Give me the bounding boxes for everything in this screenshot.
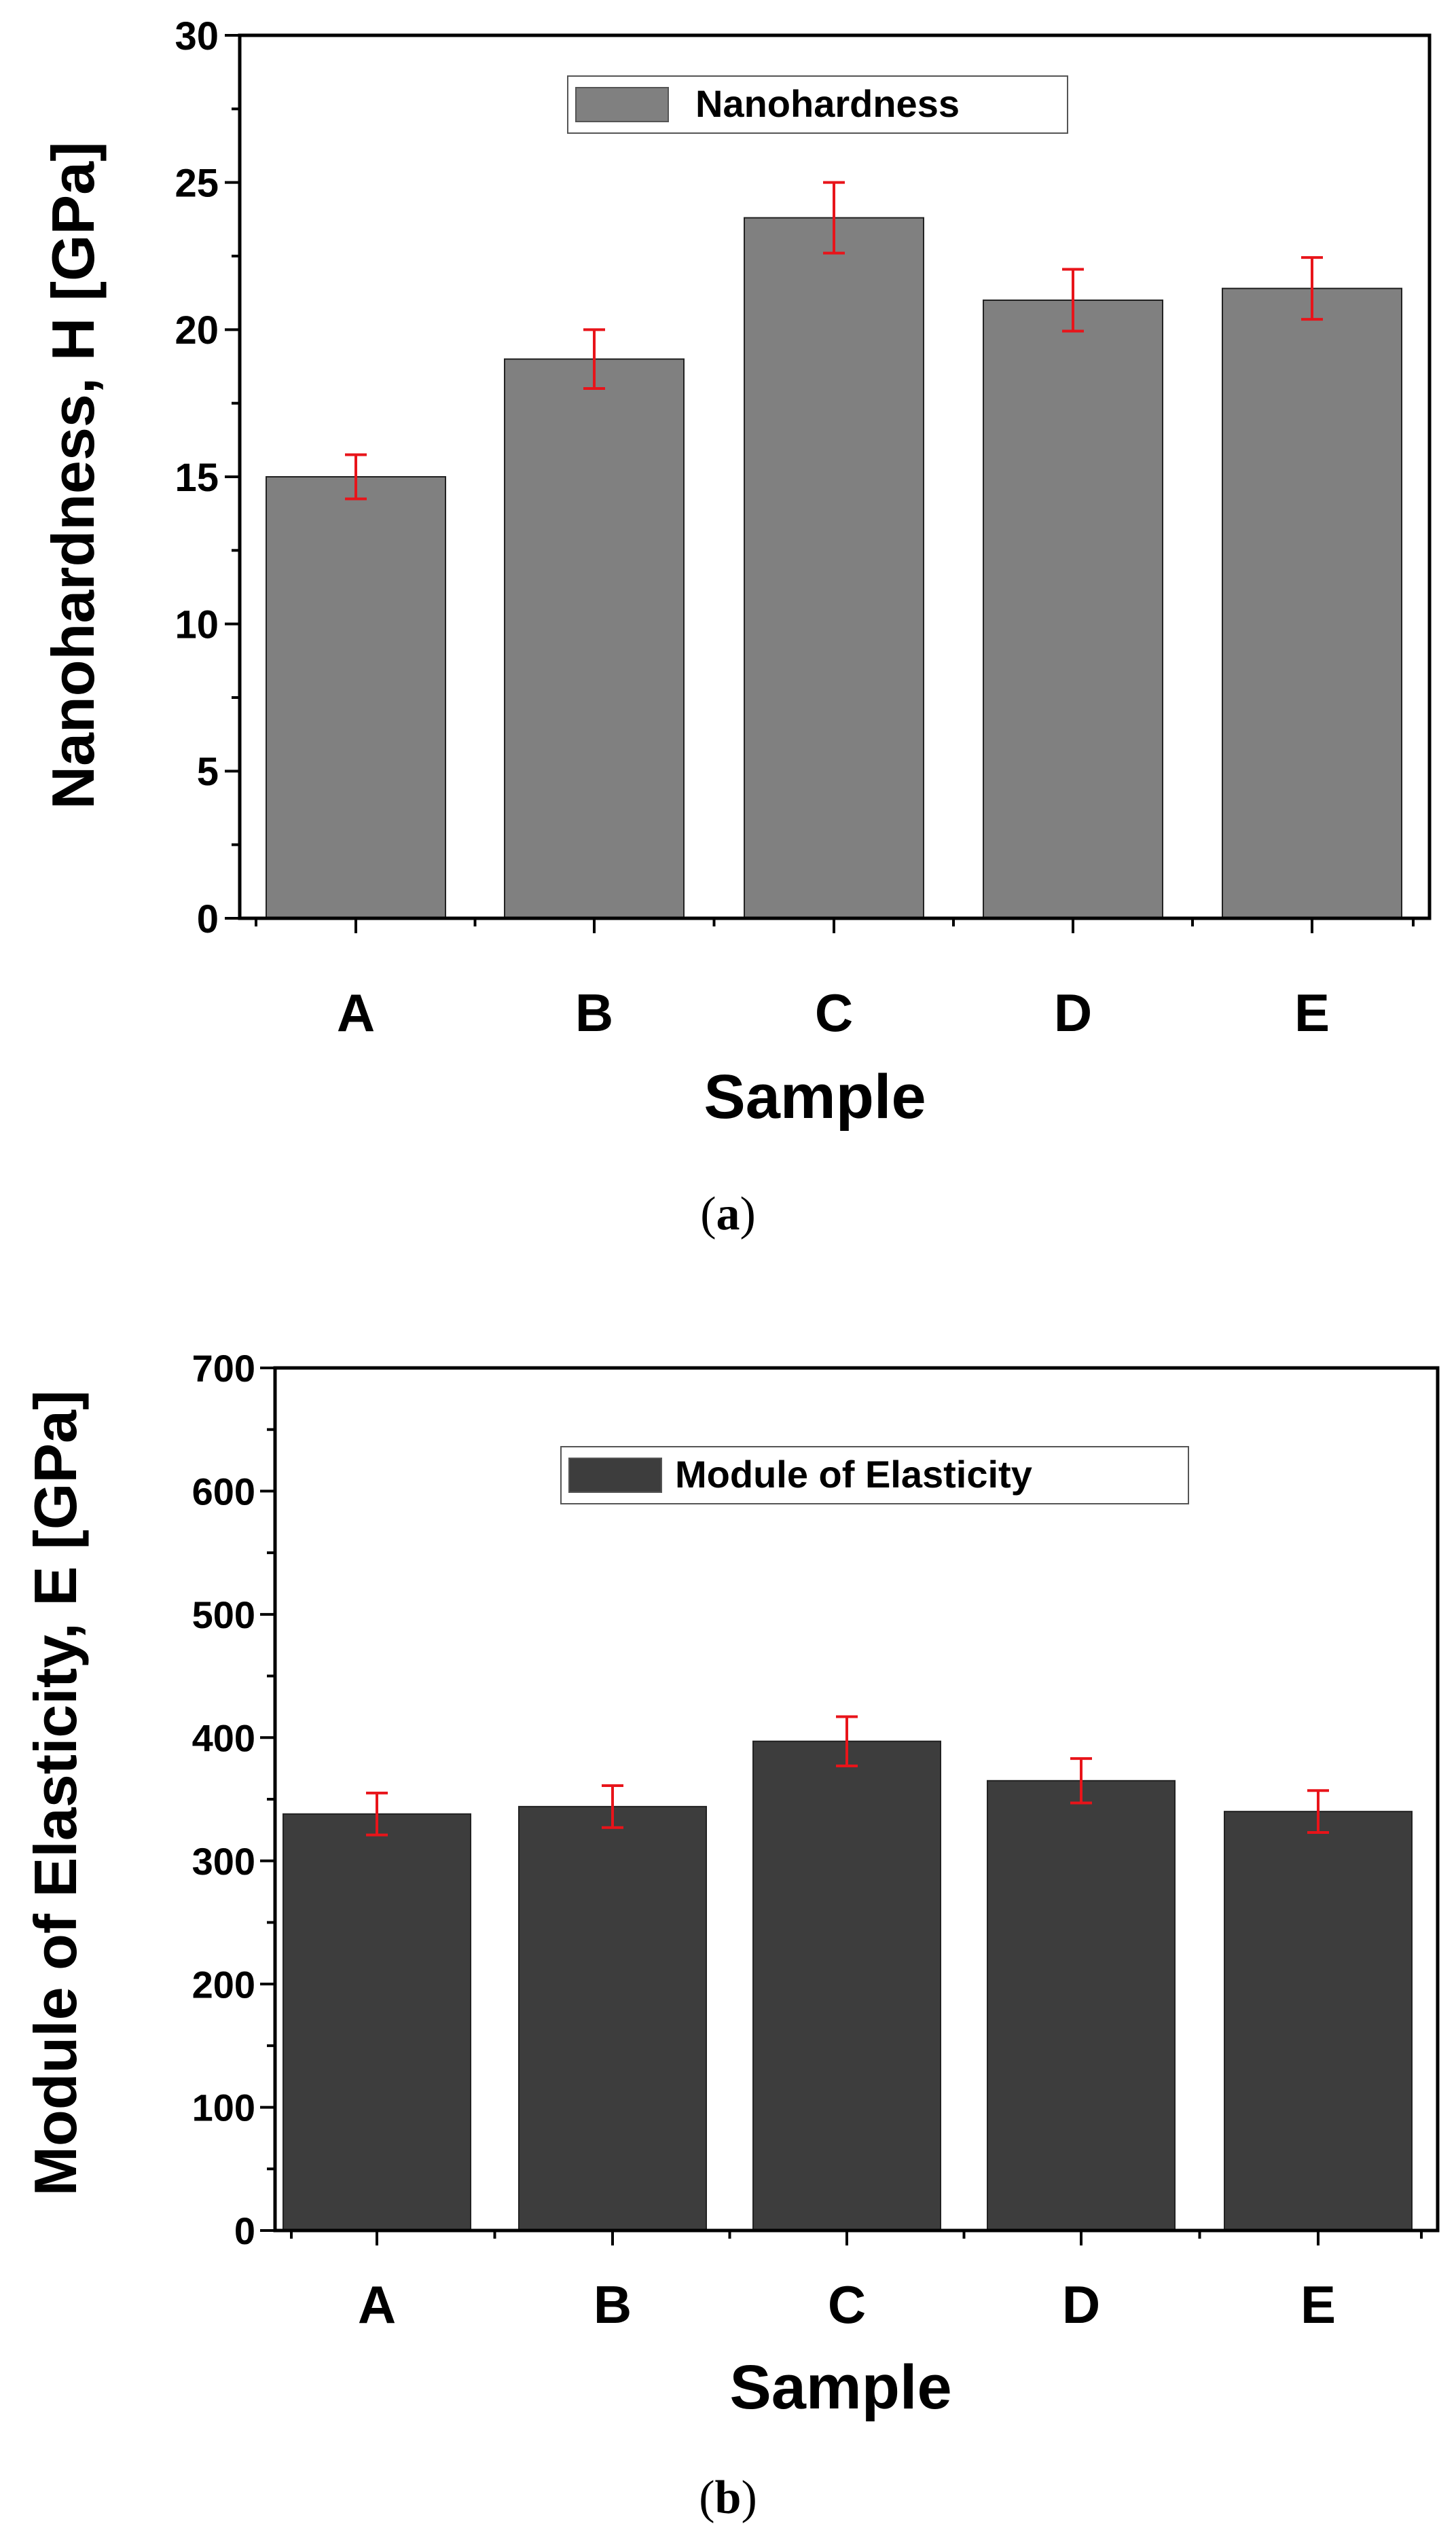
chart-b-error-bar-A [366, 1791, 388, 1837]
chart-a-ytick-label-25: 25 [175, 162, 219, 206]
chart-a-ytick-label-5: 5 [197, 750, 219, 794]
chart-a-error-bar-C [823, 181, 845, 255]
chart-b-y-axis-title: Module of Elasticity, E [GPa] [22, 1390, 89, 2197]
chart-b-ytick-label-700: 700 [192, 1347, 255, 1390]
chart-b-bar-C [752, 1740, 941, 2231]
chart-a-xtick-label-A: A [337, 983, 375, 1043]
chart-b-legend-box [560, 1446, 1189, 1504]
chart-a-y-axis-title: Nanohardness, H [GPa] [39, 142, 107, 810]
chart-b-panel-label: (b) [699, 2472, 757, 2524]
chart-b-xtick-label-B: B [594, 2275, 632, 2334]
chart-a-panel-label: (a) [700, 1188, 756, 1240]
chart-a-x-axis-title: Sample [704, 1062, 926, 1132]
chart-a-xtick-labels: A B C D E [337, 983, 1330, 1043]
chart-a-ytick-label-30: 30 [175, 14, 219, 58]
chart-b-bar-E [1224, 1811, 1413, 2231]
chart-a-xtick-label-B: B [575, 983, 613, 1043]
chart-a-plot-frame [238, 33, 1432, 920]
chart-b-bar-B [518, 1805, 707, 2231]
chart-a-xtick-label-D: D [1054, 983, 1092, 1043]
chart-b-xtick-label-C: C [828, 2275, 866, 2334]
chart-b-ytick-label-200: 200 [192, 1963, 255, 2006]
chart-a-legend-label: Nanohardness [695, 82, 960, 125]
chart-b-xtick-label-A: A [358, 2275, 396, 2334]
chart-b-bar-D [987, 1780, 1176, 2231]
chart-b-legend: Module of Elasticity [560, 1446, 1189, 1504]
chart-a-bars [266, 217, 1402, 920]
chart-a-ytick-label-0: 0 [197, 897, 219, 941]
chart-b-xtick-label-D: D [1062, 2275, 1100, 2334]
chart-a-bar-B [504, 358, 685, 919]
chart-b-ytick-label-0: 0 [234, 2209, 255, 2252]
chart-b: 0 100 200 300 400 500 600 700 A B C D E Module of E… [22, 1347, 1440, 2524]
chart-b-error-bar-E [1307, 1789, 1329, 1834]
chart-a-ytick-label-10: 10 [175, 603, 219, 647]
chart-b-ytick-label-400: 400 [192, 1716, 255, 1759]
chart-b-x-axis-title: Sample [729, 2353, 951, 2422]
chart-b-xtick-label-E: E [1300, 2275, 1336, 2334]
chart-b-legend-label: Module of Elasticity [675, 1453, 1032, 1496]
chart-a-xtick-label-E: E [1294, 983, 1330, 1043]
chart-b-bar-A [283, 1813, 471, 2232]
chart-a-xtick-label-C: C [815, 983, 853, 1043]
chart-b-ytick-labels: 0 100 200 300 400 500 600 700 [192, 1347, 255, 2252]
chart-b-ytick-label-300: 300 [192, 1840, 255, 1883]
chart-a-bar-C [744, 217, 924, 920]
chart-a-bar-D [983, 300, 1163, 919]
chart-b-error-bar-D [1070, 1757, 1092, 1805]
chart-a: 0 5 10 15 20 25 30 A B C D E Nanohardness Sample N… [39, 14, 1432, 1240]
chart-a-error-bar-B [583, 328, 605, 390]
chart-b-xtick-labels: A B C D E [358, 2275, 1336, 2334]
chart-a-bar-E [1222, 287, 1402, 919]
chart-a-ytick-labels: 0 5 10 15 20 25 30 [175, 14, 219, 941]
chart-a-bar-A [266, 476, 446, 919]
chart-a-error-bars [345, 181, 1323, 501]
chart-b-ytick-label-100: 100 [192, 2087, 255, 2129]
chart-b-plot-frame [273, 1366, 1440, 2233]
chart-b-bars [283, 1740, 1413, 2232]
chart-b-legend-swatch [568, 1458, 662, 1493]
chart-a-legend-swatch [575, 87, 669, 122]
chart-b-error-bar-C [836, 1715, 858, 1768]
chart-a-error-bar-E [1301, 256, 1323, 321]
chart-b-error-bar-B [602, 1784, 623, 1829]
chart-a-ytick-label-20: 20 [175, 308, 219, 353]
chart-b-ytick-label-500: 500 [192, 1593, 255, 1636]
chart-a-error-bar-A [345, 453, 367, 501]
chart-a-legend: Nanohardness [567, 75, 1068, 134]
chart-a-ytick-label-15: 15 [175, 456, 219, 500]
chart-a-error-bar-D [1062, 268, 1084, 333]
chart-b-ytick-label-600: 600 [192, 1470, 255, 1513]
chart-b-error-bars [366, 1715, 1329, 1837]
